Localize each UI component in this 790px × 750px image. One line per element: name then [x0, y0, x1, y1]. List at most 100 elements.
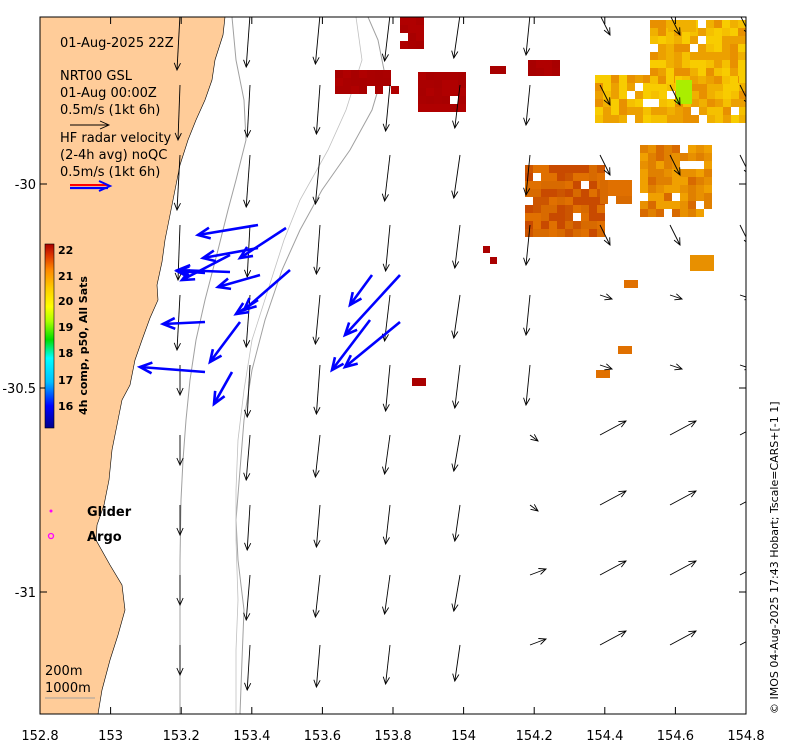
velocity-arrow	[385, 224, 391, 272]
sst-cell	[541, 189, 549, 197]
sst-cell	[536, 60, 544, 68]
sst-cell	[595, 99, 603, 107]
x-tick-154.6: 154.6	[657, 729, 694, 744]
sst-cell	[714, 28, 722, 36]
sst-cell	[730, 76, 738, 84]
sst-cell	[650, 52, 658, 60]
cb-tick-21: 21	[58, 270, 73, 283]
sst-cell	[595, 91, 603, 99]
sst-cell	[688, 185, 696, 193]
sst-cell	[458, 72, 466, 80]
sst-cell	[683, 107, 691, 115]
sst-cell	[730, 36, 738, 44]
velocity-arrow	[315, 504, 321, 548]
sst-cell	[426, 104, 434, 112]
sst-cell	[731, 99, 739, 107]
sst-cell	[573, 229, 581, 237]
sst-cell	[738, 44, 746, 52]
sst-cell	[723, 91, 731, 99]
sst-cell	[573, 173, 581, 181]
sst-cell	[525, 205, 533, 213]
sst-cell	[707, 91, 715, 99]
velocity-arrow	[385, 84, 391, 132]
sst-cell	[565, 213, 573, 221]
sst-cell	[442, 80, 450, 88]
sst-cell	[400, 41, 408, 49]
sst-cell	[722, 52, 730, 60]
radar-avg: (2-4h avg) noQC	[60, 148, 167, 163]
sst-cell	[704, 185, 712, 193]
sst-cell	[351, 70, 359, 78]
radar-title: HF radar velocity	[60, 131, 172, 146]
sst-cell	[416, 33, 424, 41]
sst-cell	[565, 189, 573, 197]
sst-cell	[603, 75, 611, 83]
velocity-arrow	[197, 223, 259, 237]
sst-cell	[666, 60, 674, 68]
velocity-arrow	[314, 294, 321, 345]
velocity-arrow	[453, 574, 461, 612]
velocity-arrow	[669, 84, 681, 106]
velocity-arrow	[314, 17, 321, 65]
velocity-arrow	[739, 431, 746, 436]
sst-cell	[715, 99, 723, 107]
sst-cell	[714, 20, 722, 28]
sst-cell	[659, 91, 667, 99]
sst-cell	[603, 91, 611, 99]
sst-cell	[690, 255, 698, 263]
sst-cell	[640, 169, 648, 177]
sst-cell	[672, 177, 680, 185]
sst-cell	[549, 173, 557, 181]
sst-cell	[722, 36, 730, 44]
sst-cell	[704, 201, 712, 209]
velocity-arrow	[525, 224, 531, 266]
sst-cell	[698, 255, 706, 263]
velocity-arrow	[384, 17, 391, 62]
sst-cell	[706, 36, 714, 44]
sst-cell	[565, 205, 573, 213]
velocity-arrow	[739, 571, 746, 576]
velocity-arrow	[599, 420, 627, 436]
cb-tick-22: 22	[58, 244, 73, 257]
sst-cell	[589, 189, 597, 197]
sst-cell	[698, 44, 706, 52]
sst-cell	[549, 221, 557, 229]
sst-cell	[536, 68, 544, 76]
cb-tick-18: 18	[58, 347, 73, 360]
velocity-arrow	[454, 364, 461, 409]
velocity-arrow	[739, 364, 746, 368]
sst-cell	[723, 99, 731, 107]
sst-cell	[696, 209, 704, 217]
sst-cell	[565, 181, 573, 189]
velocity-arrow	[348, 274, 374, 306]
sst-cell	[667, 107, 675, 115]
sst-cell	[541, 205, 549, 213]
isobath-1000m	[235, 17, 385, 714]
sst-cell	[714, 52, 722, 60]
sst-cell	[659, 99, 667, 107]
sst-cell	[704, 177, 712, 185]
sst-cell	[676, 80, 692, 104]
sst-cell	[416, 25, 424, 33]
sst-cell	[418, 80, 426, 88]
axis-ticks	[39, 17, 747, 714]
sst-cell	[611, 75, 619, 83]
sst-cell	[722, 20, 730, 28]
sst-cell	[426, 96, 434, 104]
sst-cell	[408, 41, 416, 49]
sst-cell	[434, 96, 442, 104]
velocity-arrow	[246, 84, 251, 138]
sst-cell	[656, 177, 664, 185]
x-tick-154.2: 154.2	[516, 729, 553, 744]
sst-cell	[391, 86, 399, 94]
sst-cell	[589, 197, 597, 205]
velocity-arrow	[235, 298, 259, 316]
sst-cell	[552, 60, 560, 68]
sst-cell	[557, 229, 565, 237]
sst-cell	[589, 181, 597, 189]
sst-cell	[597, 213, 605, 221]
sst-cell	[619, 115, 627, 123]
sst-cell	[688, 169, 696, 177]
velocity-arrow	[670, 17, 681, 36]
